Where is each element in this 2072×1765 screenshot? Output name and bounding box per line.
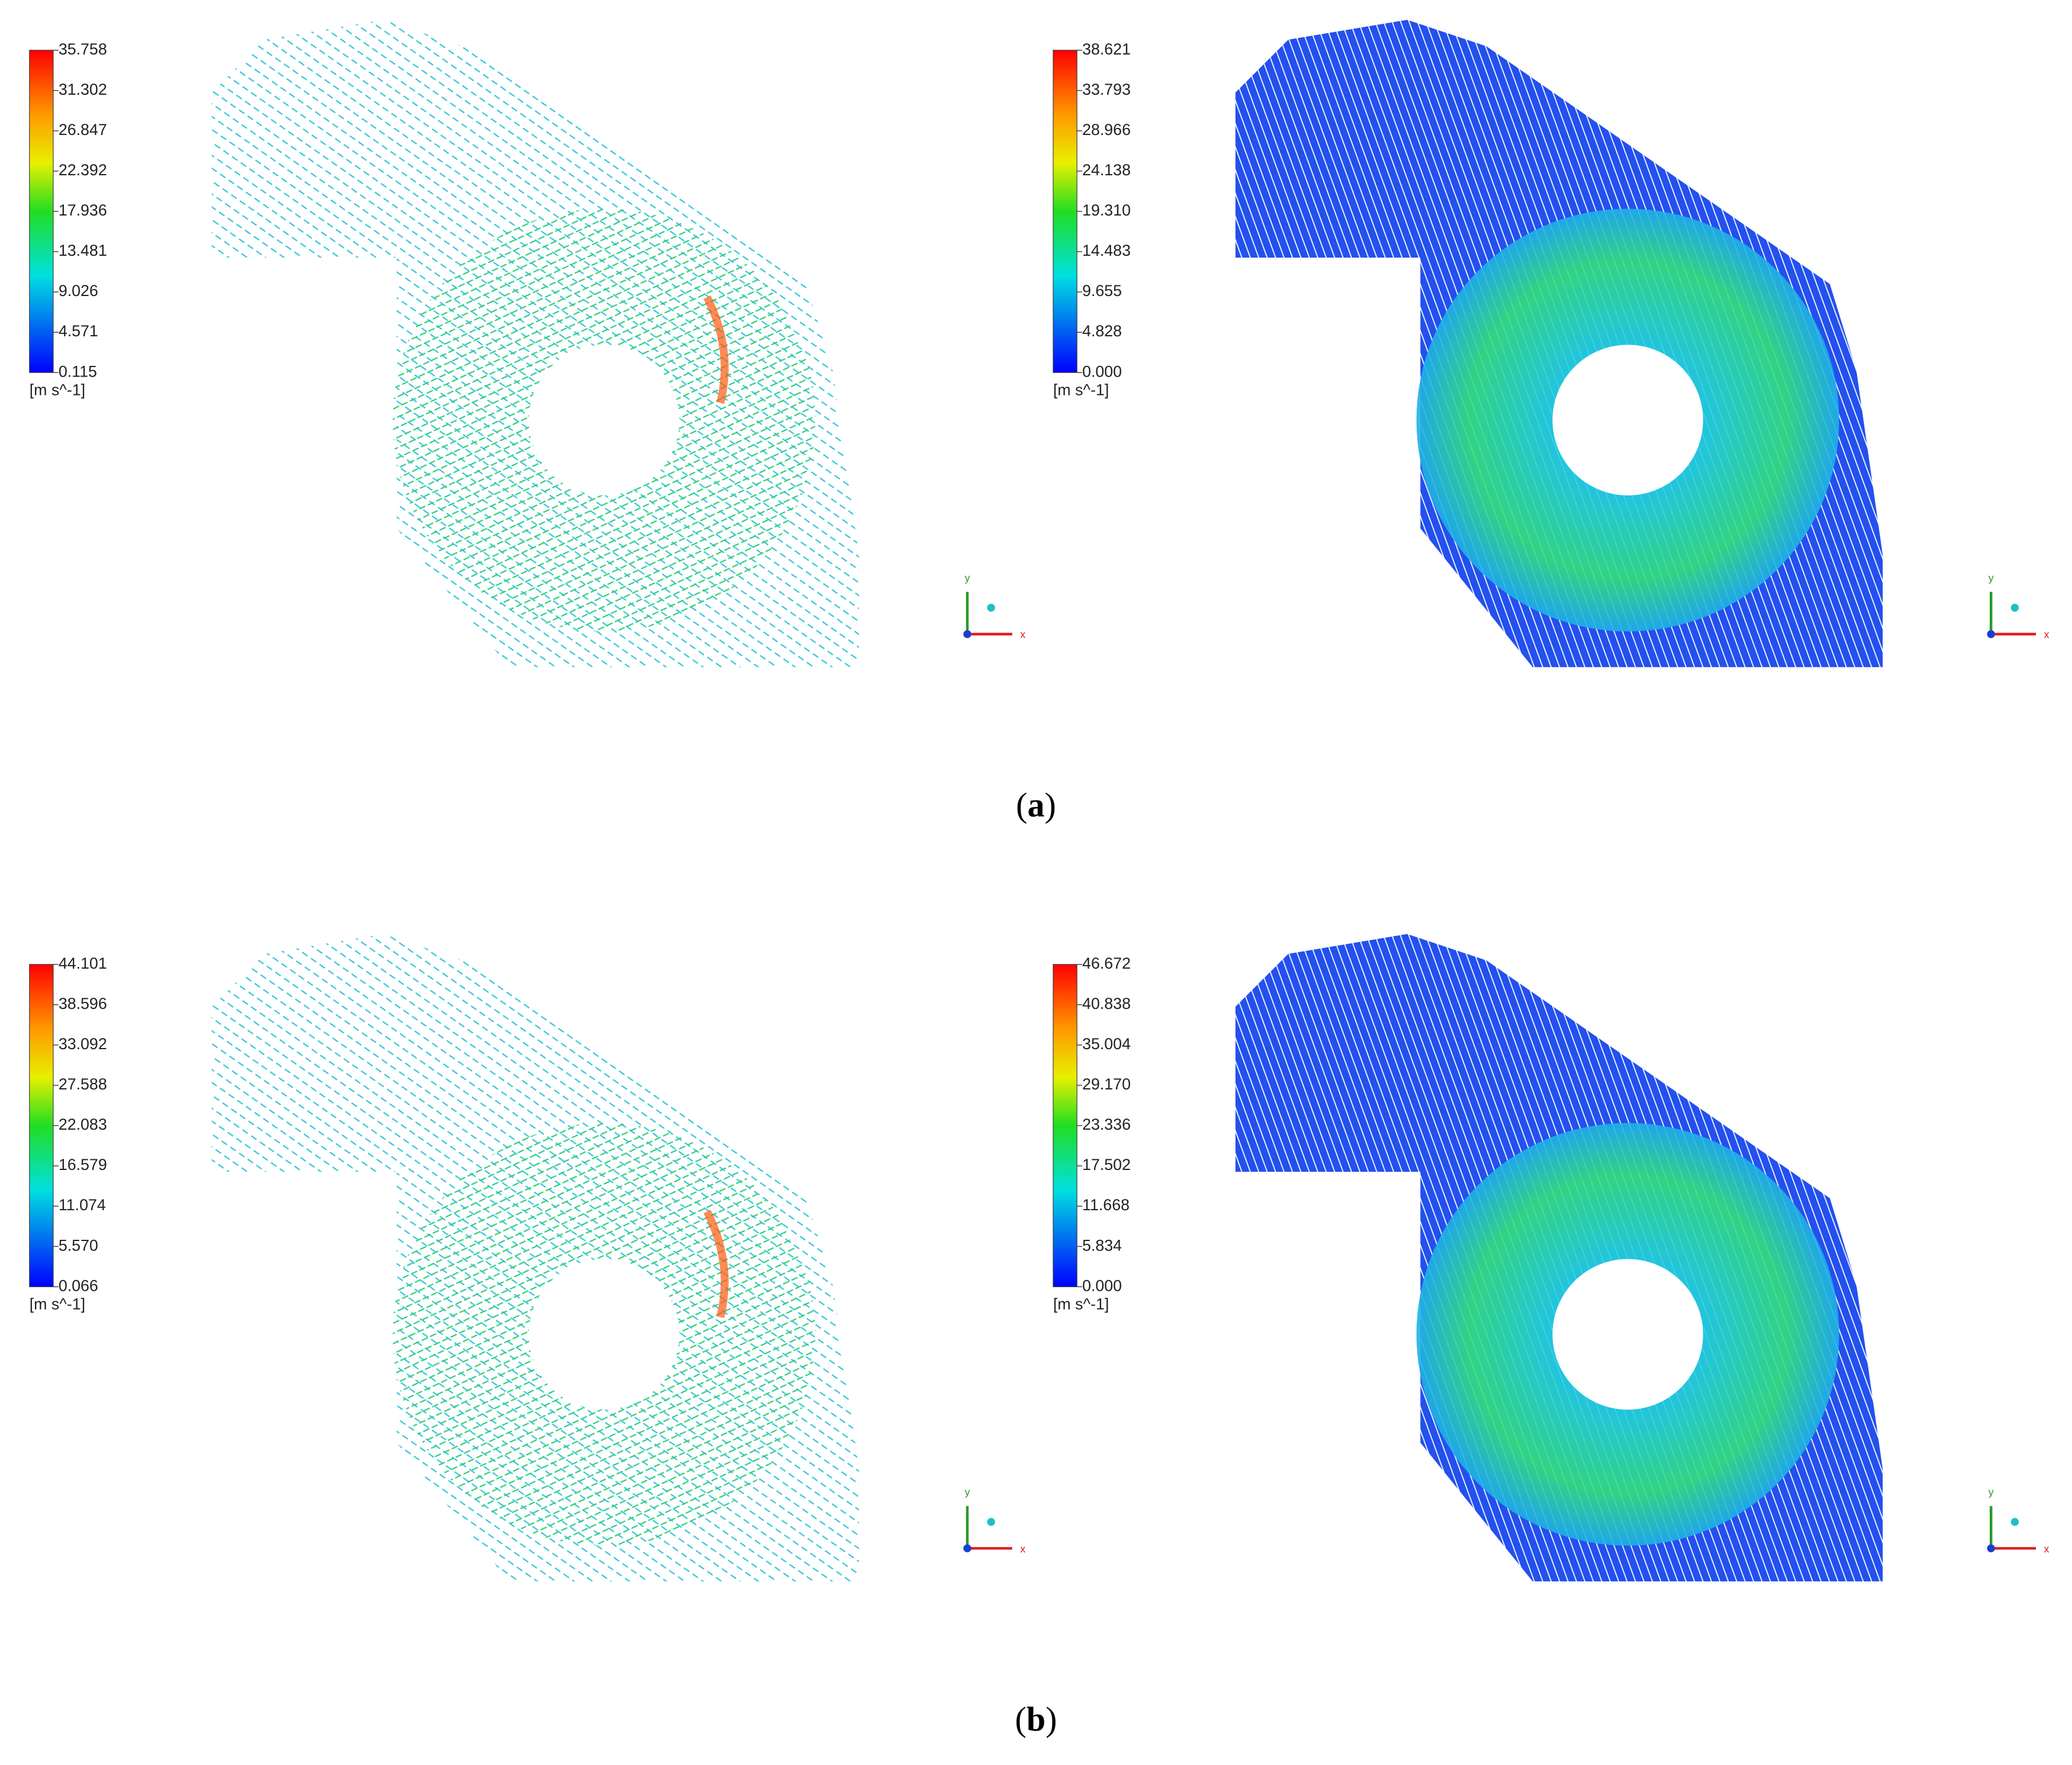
legend-label: 14.483: [1082, 242, 1131, 259]
view-dot: [2010, 1518, 2019, 1526]
legend-label: 9.026: [59, 282, 98, 300]
legend-label: 29.170: [1082, 1075, 1131, 1093]
caption: (b): [1015, 1700, 1057, 1738]
legend-label: 19.310: [1082, 201, 1131, 219]
flow-field: [1235, 934, 1883, 1581]
legend-label: 24.138: [1082, 161, 1131, 179]
view-dot: [987, 1518, 995, 1526]
view-dot: [2010, 603, 2019, 612]
colorbar: [1053, 50, 1077, 373]
legend-label: 11.074: [59, 1196, 106, 1214]
legend-label: 44.101: [59, 954, 107, 972]
legend-label: 22.083: [59, 1115, 107, 1133]
axis-triad: yx: [1987, 1486, 2049, 1555]
legend-label: 33.092: [59, 1035, 107, 1053]
legend-label: 13.481: [59, 242, 107, 259]
legend-label: 17.502: [1082, 1156, 1131, 1174]
flow-field: [211, 20, 860, 667]
legend-label: 11.668: [1082, 1196, 1130, 1214]
high-velocity: [703, 295, 729, 404]
legend-label: 38.596: [59, 995, 107, 1012]
caption: (a): [1016, 786, 1056, 824]
legend-label: 40.838: [1082, 995, 1131, 1012]
legend-label: 5.570: [59, 1236, 98, 1254]
view-dot: [987, 603, 995, 612]
legend-label: 22.392: [59, 161, 107, 179]
panel: 46.672 40.838 35.004 29.170 23.336 17.502 11.6…: [1053, 934, 2049, 1581]
axis-label: y: [1989, 572, 1994, 584]
legend-label: 28.966: [1082, 121, 1131, 139]
origin: [963, 630, 971, 638]
legend-label: 4.571: [59, 322, 98, 340]
axis-label: y: [965, 572, 970, 584]
axis-triad: yx: [963, 1486, 1025, 1555]
flow-field: [211, 934, 860, 1581]
legend-label: 35.758: [59, 40, 107, 58]
legend-label: 33.793: [1082, 81, 1131, 98]
legend-unit: [m s^-1]: [1053, 1295, 1109, 1313]
legend-label: 26.847: [59, 121, 107, 139]
legend-label: 35.004: [1082, 1035, 1131, 1053]
colorbar: [29, 50, 54, 373]
legend-label: 23.336: [1082, 1115, 1131, 1133]
panel: 35.758 31.302 26.847 22.392 17.936 13.481 9.02…: [29, 20, 1025, 667]
hub: [529, 345, 680, 496]
legend-label: 27.588: [59, 1075, 107, 1093]
axis-label: y: [1989, 1486, 1994, 1498]
hub: [529, 1259, 680, 1410]
legend-unit: [m s^-1]: [1053, 381, 1109, 399]
axis-label: x: [1020, 629, 1025, 641]
high-velocity: [703, 1210, 729, 1319]
legend-label: 46.672: [1082, 954, 1131, 972]
legend-label: 9.655: [1082, 282, 1122, 300]
legend-unit: [m s^-1]: [30, 381, 85, 399]
hub: [1552, 1259, 1703, 1410]
axis-triad: yx: [963, 572, 1025, 641]
legend-label: 5.834: [1082, 1236, 1122, 1254]
legend-label: 17.936: [59, 201, 107, 219]
axis-label: x: [2044, 1543, 2049, 1555]
legend-unit: [m s^-1]: [30, 1295, 85, 1313]
colorbar: [29, 964, 54, 1287]
colorbar: [1053, 964, 1077, 1287]
legend-label: 16.579: [59, 1156, 107, 1174]
legend-label: 0.115: [59, 362, 97, 380]
origin: [1987, 1544, 1995, 1552]
axis-label: x: [1020, 1543, 1025, 1555]
axis-triad: yx: [1987, 572, 2049, 641]
legend-label: 0.066: [59, 1277, 98, 1294]
axis-label: x: [2044, 629, 2049, 641]
legend-label: 4.828: [1082, 322, 1122, 340]
legend-label: 0.000: [1082, 362, 1122, 380]
legend-label: 38.621: [1082, 40, 1131, 58]
panel: 38.621 33.793 28.966 24.138 19.310 14.483 9.65…: [1053, 20, 2049, 667]
panel: 44.101 38.596 33.092 27.588 22.083 16.579 11.0…: [29, 934, 1025, 1581]
origin: [1987, 630, 1995, 638]
hub: [1552, 345, 1703, 496]
axis-label: y: [965, 1486, 970, 1498]
flow-field: [1235, 20, 1883, 667]
origin: [963, 1544, 971, 1552]
legend-label: 31.302: [59, 81, 107, 98]
legend-label: 0.000: [1082, 1277, 1122, 1294]
